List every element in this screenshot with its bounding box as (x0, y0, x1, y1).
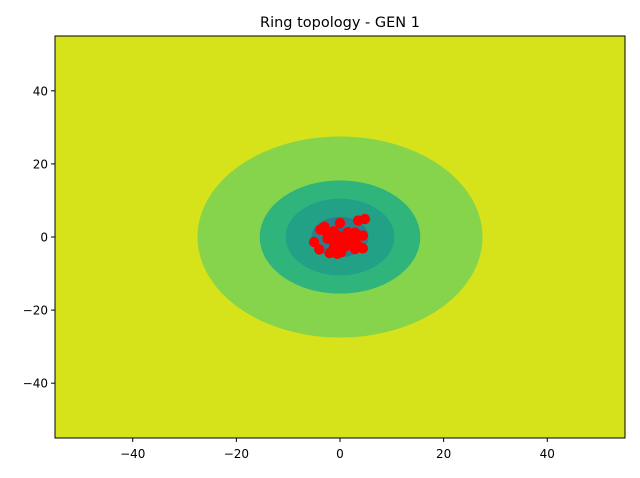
scatter-point (314, 244, 325, 255)
scatter-point (308, 236, 320, 248)
scatter-point (359, 213, 371, 225)
scatter-point (357, 243, 368, 254)
x-tick-label: 0 (336, 447, 344, 461)
scatter-point (328, 242, 339, 253)
y-tick-label: −40 (23, 377, 48, 391)
x-tick-label: 20 (436, 447, 451, 461)
scatter-point (334, 217, 346, 229)
x-tick-label: 40 (540, 447, 555, 461)
y-tick-label: −20 (23, 304, 48, 318)
y-tick-label: 40 (33, 84, 48, 98)
scatter-points (308, 213, 371, 260)
x-tick-label: −40 (120, 447, 145, 461)
chart-title: Ring topology - GEN 1 (260, 15, 420, 31)
x-tick-label: −20 (224, 447, 249, 461)
scatter-point (348, 239, 359, 250)
x-axis-ticks: −40 −20 0 20 40 (120, 438, 555, 461)
y-axis-ticks: −40 −20 0 20 40 (23, 84, 55, 391)
y-tick-label: 0 (40, 231, 48, 245)
y-tick-label: 20 (33, 157, 48, 171)
